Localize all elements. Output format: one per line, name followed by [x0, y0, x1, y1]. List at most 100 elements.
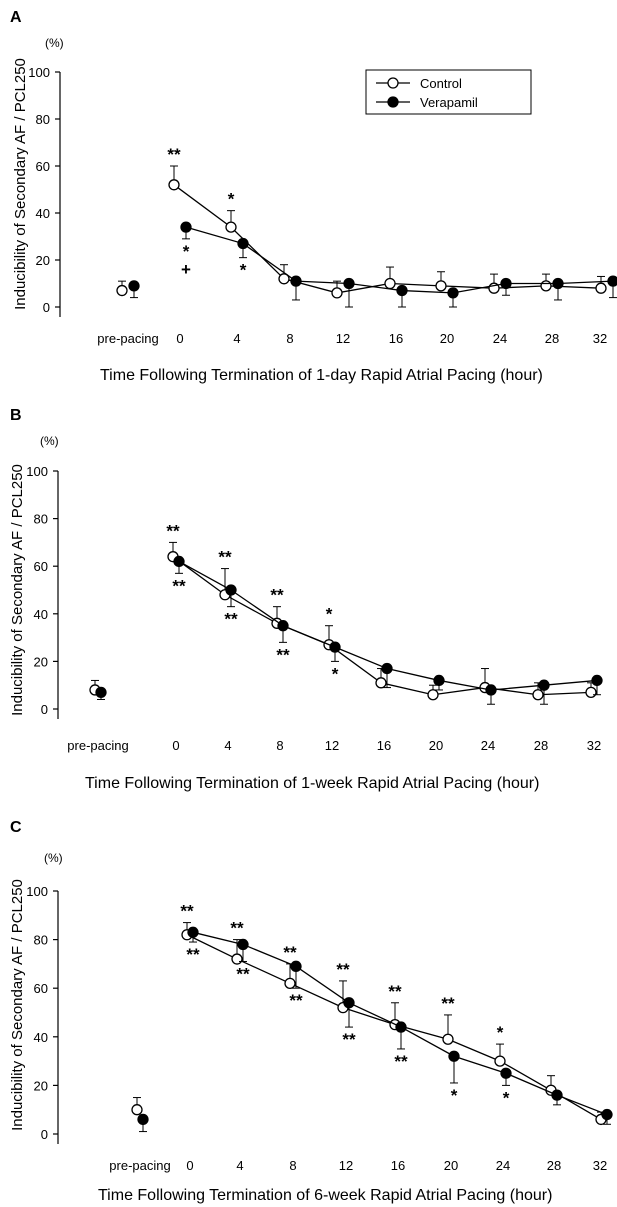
y-tick-label: 100 [26, 464, 48, 479]
x-tick-label: 4 [233, 331, 240, 346]
x-tick-label: pre-pacing [109, 1158, 170, 1173]
data-point-verapamil [607, 275, 617, 287]
data-point-verapamil [538, 679, 550, 691]
x-tick-label: 20 [440, 331, 454, 346]
x-tick-label: 28 [547, 1158, 561, 1173]
significance-marker: ** [270, 586, 284, 605]
panel-b-unit: (%) [40, 434, 59, 448]
y-tick-label: 60 [34, 559, 48, 574]
x-tick-label: 32 [593, 331, 607, 346]
significance-marker: + [181, 260, 191, 279]
significance-marker: ** [172, 576, 186, 595]
data-point-control [532, 689, 544, 701]
data-point-verapamil [180, 221, 192, 233]
significance-marker: ** [186, 945, 200, 964]
significance-marker: ** [336, 960, 350, 979]
x-tick-label: pre-pacing [97, 331, 158, 346]
data-point-control [331, 287, 343, 299]
y-tick-label: 100 [28, 65, 50, 80]
panel-a-label: A [10, 9, 22, 26]
data-point-verapamil [187, 926, 199, 938]
significance-marker: * [240, 261, 247, 280]
significance-marker: ** [388, 982, 402, 1001]
data-point-verapamil [447, 287, 459, 299]
data-point-verapamil [290, 960, 302, 972]
significance-marker: ** [236, 964, 250, 983]
panel-a: A (%) Inducibility of Secondary AF / PCL… [10, 9, 617, 384]
x-tick-label: 24 [493, 331, 507, 346]
data-point-verapamil [381, 662, 393, 675]
x-tick-label: pre-pacing [67, 738, 128, 753]
data-point-control [231, 953, 243, 965]
panel-b-label: B [10, 407, 22, 424]
y-tick-label: 80 [34, 512, 48, 527]
data-point-verapamil [433, 674, 445, 687]
y-tick-label: 80 [36, 112, 50, 127]
data-point-control [116, 284, 128, 297]
data-point-control [284, 977, 296, 989]
panel-b-ylabel: Inducibility of Secondary AF / PCL250 [9, 464, 26, 716]
significance-marker: ** [224, 610, 238, 629]
y-tick-label: 0 [43, 300, 50, 315]
panel-c-label: C [10, 819, 22, 836]
data-point-control [585, 686, 597, 698]
data-point-control [442, 1033, 454, 1045]
panel-a-unit: (%) [45, 36, 64, 50]
panel-a-xlabel: Time Following Termination of 1-day Rapi… [100, 367, 543, 384]
x-tick-label: 24 [481, 738, 495, 753]
data-point-verapamil [551, 1089, 563, 1101]
data-point-verapamil [329, 641, 341, 653]
significance-marker: * [183, 242, 190, 261]
series-line-verapamil [185, 226, 614, 294]
data-point-control [375, 677, 387, 689]
x-tick-label: 28 [545, 331, 559, 346]
data-point-control [131, 1104, 143, 1116]
y-tick-label: 40 [36, 206, 50, 221]
y-tick-label: 60 [36, 159, 50, 174]
x-tick-label: 4 [236, 1158, 243, 1173]
y-tick-label: 20 [34, 1078, 48, 1093]
y-tick-label: 20 [36, 253, 50, 268]
significance-marker: ** [276, 645, 290, 664]
y-tick-label: 0 [41, 702, 48, 717]
x-tick-label: 0 [186, 1158, 193, 1173]
data-point-verapamil [173, 555, 185, 568]
data-point-verapamil [591, 674, 603, 687]
y-tick-label: 80 [34, 933, 48, 948]
panel-b: B (%) Inducibility of Secondary AF / PCL… [9, 407, 603, 792]
data-point-verapamil [485, 684, 497, 696]
significance-marker: ** [441, 994, 455, 1013]
panel-c-ylabel: Inducibility of Secondary AF / PCL250 [9, 879, 26, 1131]
significance-marker: ** [394, 1052, 408, 1071]
data-point-control [494, 1055, 506, 1067]
significance-marker: ** [218, 548, 232, 567]
data-point-verapamil [343, 277, 355, 290]
x-tick-label: 8 [276, 738, 283, 753]
data-point-verapamil [237, 938, 249, 951]
data-point-control [168, 179, 180, 191]
significance-marker: * [228, 190, 235, 209]
data-point-verapamil [128, 280, 140, 292]
legend-verapamil-label: Verapamil [420, 95, 478, 110]
legend: Control Verapamil [365, 69, 532, 115]
panel-b-xlabel: Time Following Termination of 1-week Rap… [85, 775, 539, 792]
significance-marker: ** [289, 991, 303, 1010]
data-point-verapamil [395, 1021, 407, 1033]
data-point-control [427, 689, 439, 701]
x-tick-label: 32 [587, 738, 601, 753]
data-point-control [595, 282, 607, 294]
data-point-verapamil [137, 1113, 149, 1126]
panel-c: C (%) Inducibility of Secondary AF / PCL… [9, 819, 613, 1204]
x-tick-label: 4 [224, 738, 231, 753]
data-point-verapamil [500, 1067, 512, 1079]
legend-verapamil-marker [387, 96, 399, 108]
y-tick-label: 60 [34, 981, 48, 996]
data-point-control [384, 277, 396, 290]
data-point-control [278, 273, 290, 285]
data-point-verapamil [396, 284, 408, 297]
x-tick-label: 16 [377, 738, 391, 753]
data-point-verapamil [552, 277, 564, 290]
